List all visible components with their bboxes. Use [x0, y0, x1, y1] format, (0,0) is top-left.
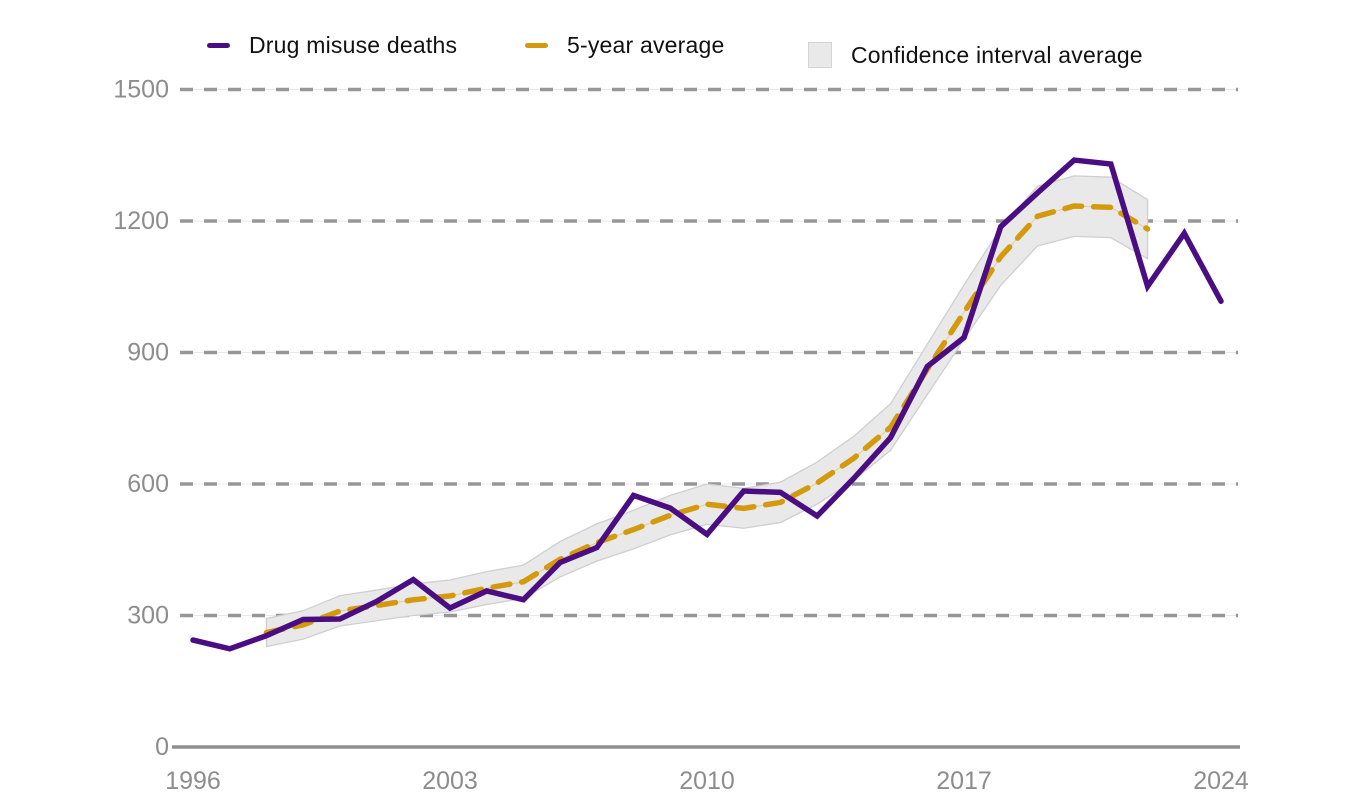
- x-tick-label: 2003: [422, 767, 478, 795]
- y-tick-label: 300: [127, 602, 169, 630]
- legend-label-five-year-average: 5-year average: [567, 31, 725, 58]
- five-year-average-line: [263, 203, 1151, 636]
- y-tick-label: 600: [127, 470, 169, 498]
- y-tick-label: 1500: [113, 76, 169, 104]
- y-tick-label: 0: [155, 733, 169, 761]
- legend-label-drug-misuse-deaths: Drug misuse deaths: [249, 31, 458, 58]
- x-tick-label: 2010: [679, 767, 735, 795]
- legend-item-five-year-average: 5-year average: [525, 31, 725, 59]
- x-tick-label: 2017: [936, 767, 992, 795]
- confidence-interval-box-icon: [808, 42, 832, 68]
- x-tick-label: 1996: [165, 767, 221, 795]
- confidence-interval-band: [265, 175, 1149, 648]
- drug-misuse-deaths-line: [190, 157, 1224, 652]
- legend-item-confidence-interval: Confidence interval average: [808, 41, 1143, 69]
- y-tick-label: 900: [127, 339, 169, 367]
- x-tick-label: 2024: [1193, 767, 1249, 795]
- y-tick-label: 1200: [113, 207, 169, 235]
- legend-item-drug-misuse-deaths: Drug misuse deaths: [207, 31, 457, 59]
- five-year-average-dash-icon: [525, 42, 548, 48]
- legend-label-confidence-interval: Confidence interval average: [851, 41, 1143, 68]
- drug-misuse-deaths-line-icon: [207, 42, 230, 48]
